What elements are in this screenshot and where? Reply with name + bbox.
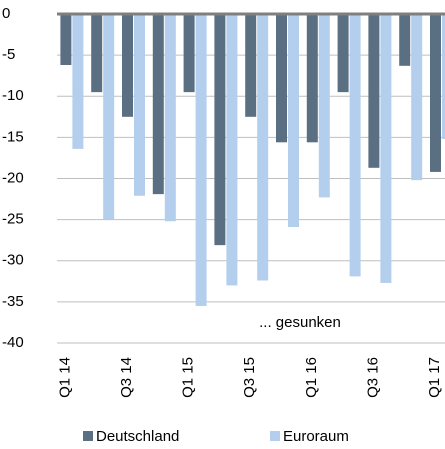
- legend-label: Deutschland: [96, 428, 179, 445]
- bar: [368, 14, 380, 168]
- x-tick-label: Q3 15: [241, 357, 258, 398]
- bar: [380, 14, 392, 283]
- bar: [214, 14, 226, 246]
- x-tick-label: Q1 17: [426, 357, 443, 398]
- bar: [245, 14, 257, 117]
- bar: [122, 14, 133, 117]
- x-tick-label: Q1 15: [180, 357, 197, 398]
- bar: [152, 14, 164, 195]
- bar: [349, 14, 361, 277]
- bar: [399, 14, 411, 66]
- bar: [183, 14, 195, 93]
- bar: [60, 14, 72, 65]
- bar: [318, 14, 330, 198]
- annotation: ... gesunken: [259, 314, 341, 331]
- bar: [91, 14, 103, 93]
- bar: [442, 14, 445, 140]
- y-tick-label: -20: [2, 169, 24, 186]
- y-tick-label: -15: [2, 128, 24, 145]
- y-tick-label: 0: [2, 5, 10, 22]
- bar: [306, 14, 318, 143]
- bar: [164, 14, 176, 222]
- y-tick-label: -25: [2, 211, 24, 228]
- bar: [72, 14, 84, 149]
- y-tick-label: -30: [2, 252, 24, 269]
- bar: [337, 14, 349, 93]
- bar: [411, 14, 423, 181]
- bar: [134, 14, 145, 196]
- bar: [103, 14, 115, 220]
- legend-swatch: [270, 431, 280, 441]
- y-tick-label: -5: [2, 46, 15, 63]
- x-tick-label: Q3 16: [364, 357, 381, 398]
- bar: [226, 14, 238, 286]
- bar: [257, 14, 269, 281]
- y-tick-label: -40: [2, 334, 24, 351]
- legend-swatch: [83, 431, 93, 441]
- x-tick-label: Q1 14: [56, 357, 73, 398]
- bar: [276, 14, 287, 143]
- bar: [288, 14, 299, 228]
- bar: [195, 14, 207, 306]
- y-tick-label: -10: [2, 87, 24, 104]
- x-tick-label: Q1 16: [303, 357, 320, 398]
- y-tick-label: -35: [2, 293, 24, 310]
- bar: [430, 14, 441, 172]
- x-tick-label: Q3 14: [118, 357, 135, 398]
- legend-label: Euroraum: [283, 428, 349, 445]
